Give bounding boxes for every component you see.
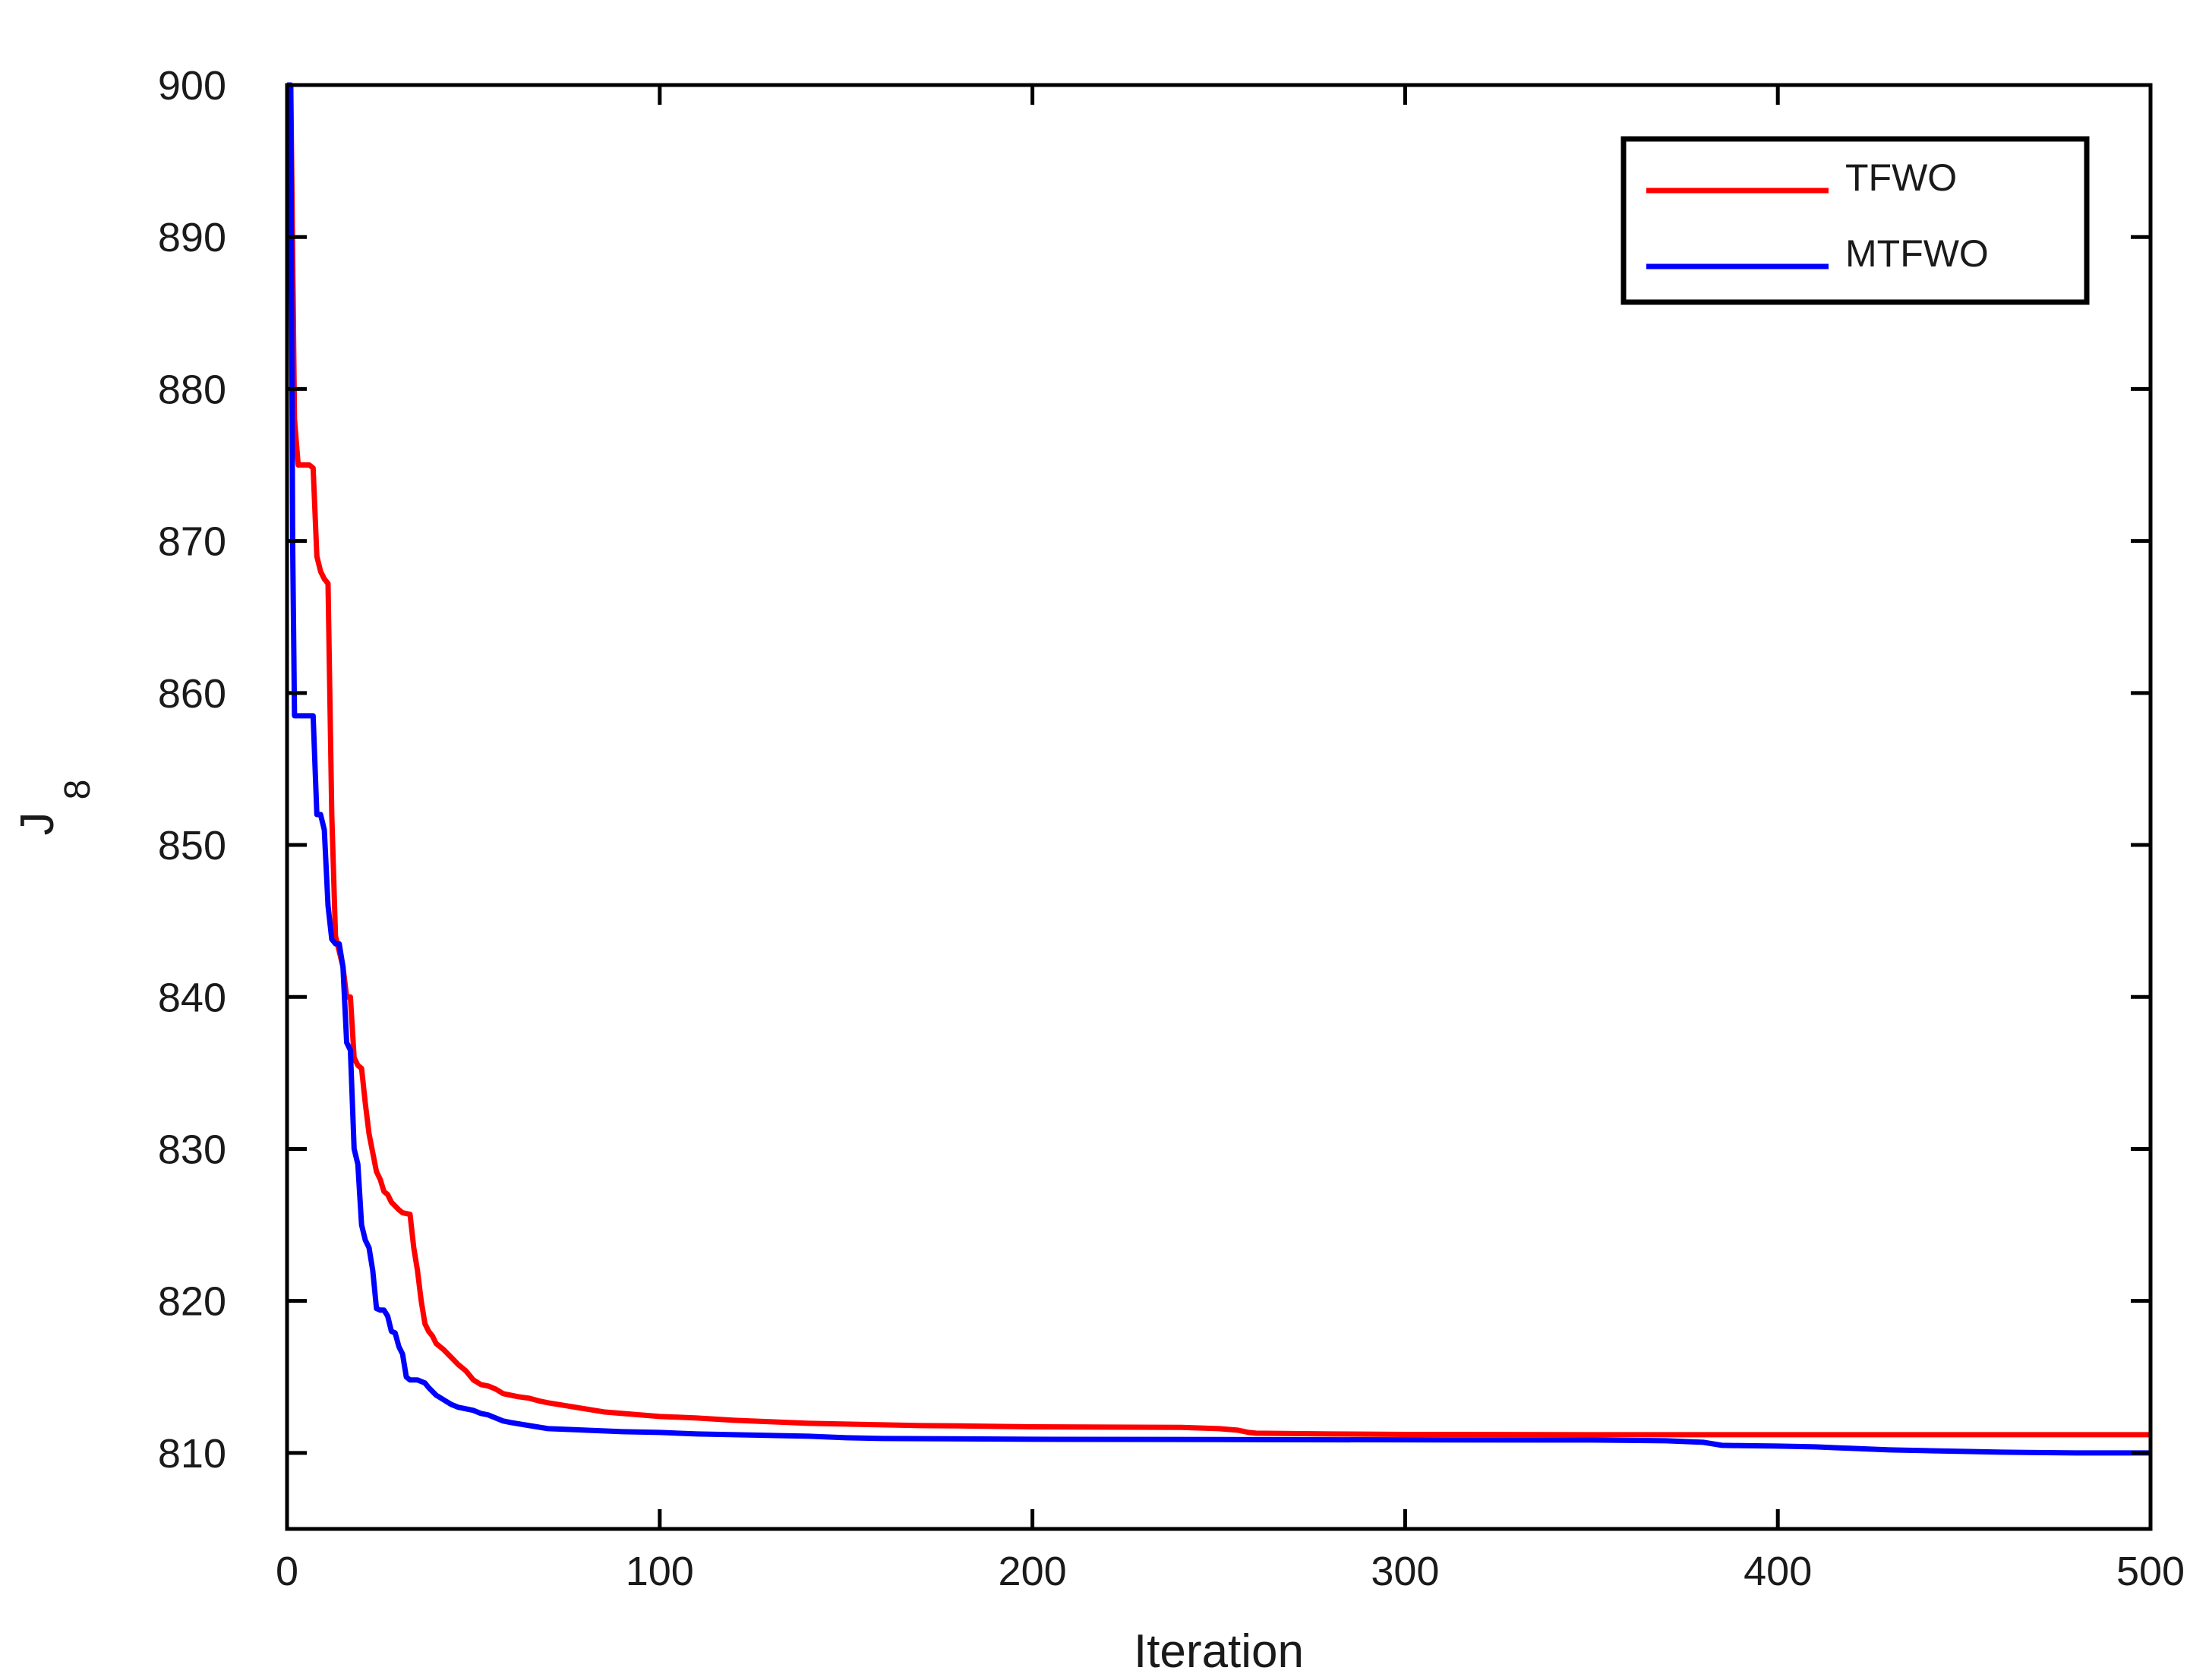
y-tick-label-820: 820 <box>158 1279 226 1325</box>
x-tick-label-500: 500 <box>2116 1549 2185 1594</box>
x-tick-label-200: 200 <box>999 1549 1067 1594</box>
series-layer <box>287 82 2151 1456</box>
y-axis-label: J 8 <box>11 780 98 836</box>
plot-frame <box>285 83 2153 1531</box>
y-tick-label-830: 830 <box>158 1127 226 1172</box>
series-line-mtfwo <box>287 82 2151 1456</box>
legend-label-mtfwo: MTFWO <box>1845 232 1989 275</box>
y-tick-label-880: 880 <box>158 367 226 412</box>
y-tick-label-860: 860 <box>158 671 226 717</box>
legend-box <box>1620 136 2090 305</box>
y-tick-label-810: 810 <box>158 1431 226 1477</box>
y-tick-label-840: 840 <box>158 975 226 1020</box>
x-tick-label-0: 0 <box>276 1549 298 1594</box>
y-tick-label-870: 870 <box>158 519 226 565</box>
x-axis-label: Iteration <box>1134 1625 1304 1676</box>
x-tick-label-100: 100 <box>626 1549 694 1594</box>
x-tick-label-300: 300 <box>1371 1549 1439 1594</box>
y-tick-label-890: 890 <box>158 215 226 260</box>
y-tick-label-850: 850 <box>158 823 226 868</box>
legend: TFWO MTFWO <box>1620 136 2090 305</box>
y-axis-label-main: J <box>11 812 64 836</box>
y-axis-label-subscript: 8 <box>58 780 98 800</box>
legend-label-tfwo: TFWO <box>1845 156 1957 199</box>
x-tick-label-400: 400 <box>1744 1549 1812 1594</box>
ticks-layer: 0 100 200 300 400 500 810 820 830 840 850 860 870 880… <box>158 63 2185 1594</box>
y-tick-label-900: 900 <box>158 63 226 109</box>
